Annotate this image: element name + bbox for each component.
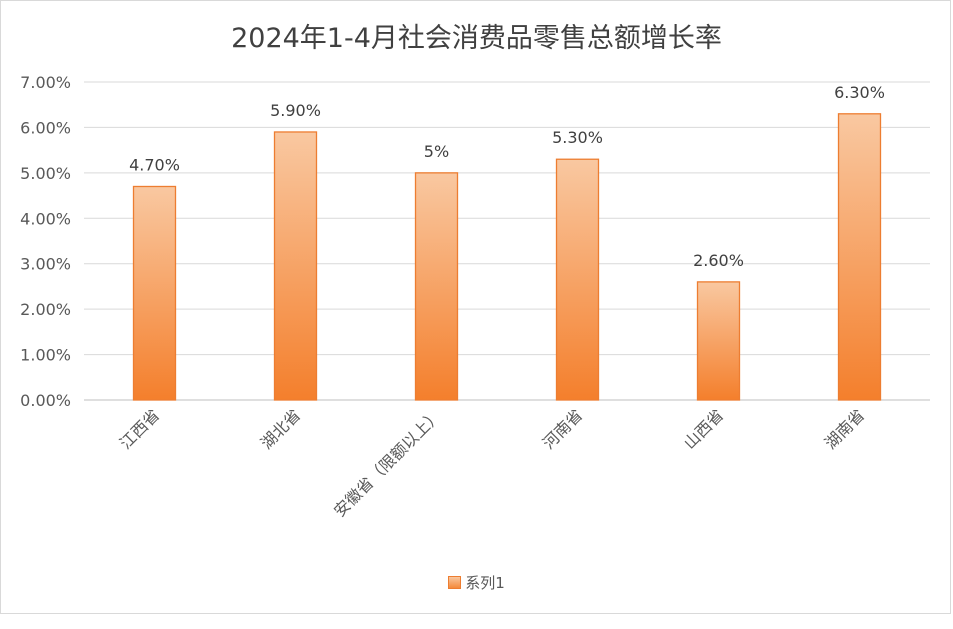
- y-tick-label: 7.00%: [20, 73, 71, 92]
- gridlines: [84, 81, 930, 401]
- legend-label: 系列1: [465, 574, 505, 592]
- x-tick-label: 湖北省: [257, 405, 304, 452]
- data-label: 5.90%: [270, 101, 321, 120]
- bar: [273, 131, 318, 401]
- data-label: 2.60%: [693, 251, 744, 270]
- bar: [555, 158, 600, 401]
- bar: [414, 172, 459, 401]
- chart-title: 2024年1-4月社会消费品零售总额增长率: [231, 23, 722, 54]
- y-tick-label: 5.00%: [20, 164, 71, 183]
- x-tick-label: 湖南省: [821, 405, 868, 452]
- x-axis-ticks: 江西省 湖北省 安徽省（限额以上） 河南省 山西省 湖南省: [116, 405, 868, 520]
- bar: [132, 185, 177, 401]
- data-label: 4.70%: [129, 155, 180, 174]
- data-label: 5.30%: [552, 128, 603, 147]
- legend: 系列1: [0, 572, 953, 593]
- y-tick-label: 1.00%: [20, 346, 71, 365]
- x-tick-label: 安徽省（限额以上）: [330, 405, 445, 520]
- x-tick-label: 山西省: [680, 405, 727, 452]
- bar: [837, 113, 882, 401]
- y-tick-label: 4.00%: [20, 209, 71, 228]
- data-label: 6.30%: [834, 83, 885, 102]
- y-axis-ticks: 0.00% 1.00% 2.00% 3.00% 4.00% 5.00% 6.00% 7.00%: [20, 73, 71, 410]
- x-tick-label: 江西省: [116, 405, 163, 452]
- y-tick-label: 3.00%: [20, 255, 71, 274]
- y-tick-label: 2.00%: [20, 300, 71, 319]
- x-tick-label: 河南省: [539, 405, 586, 452]
- legend-swatch: [448, 576, 462, 589]
- data-label: 5%: [424, 142, 449, 161]
- bar-series: 4.70% 5.90% 5% 5.30% 2.60% 6.30%: [129, 83, 885, 401]
- y-tick-label: 0.00%: [20, 391, 71, 410]
- bar: [696, 281, 741, 401]
- y-tick-label: 6.00%: [20, 118, 71, 137]
